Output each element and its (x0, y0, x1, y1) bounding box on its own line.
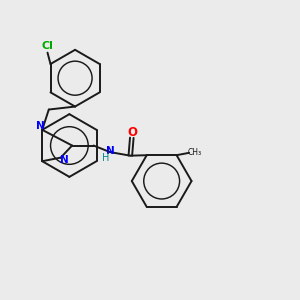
Text: H: H (101, 153, 109, 163)
Text: N: N (36, 121, 45, 131)
Text: CH₃: CH₃ (188, 148, 202, 157)
Text: N: N (106, 146, 115, 156)
Text: N: N (60, 155, 69, 165)
Text: Cl: Cl (42, 41, 53, 51)
Text: O: O (128, 126, 137, 139)
